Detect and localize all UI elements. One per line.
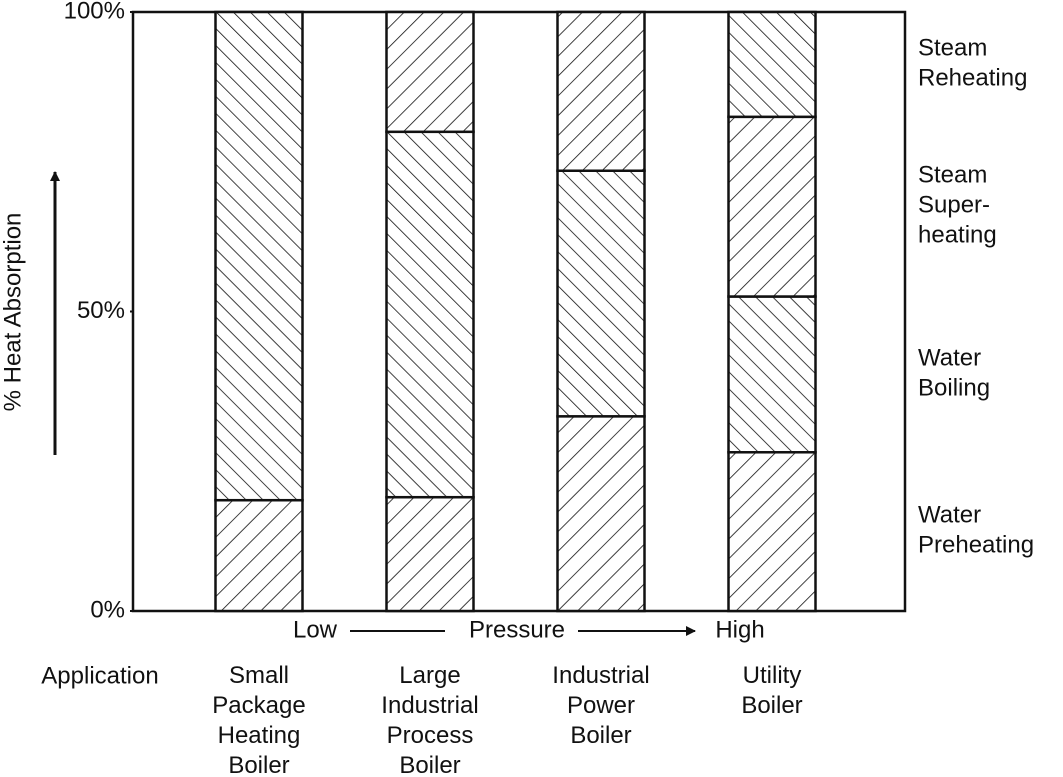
y-tick-label: 50% bbox=[77, 297, 125, 324]
bar-segment bbox=[556, 10, 646, 172]
x-tick-label: Small Package Heating Boiler bbox=[212, 662, 305, 777]
bar-segment bbox=[214, 10, 304, 502]
row-label: Application bbox=[41, 662, 158, 689]
x-tick-label: Utility Boiler bbox=[741, 662, 802, 719]
bar-segment bbox=[385, 495, 475, 613]
y-tick-label: 100% bbox=[64, 0, 125, 24]
bar-segment bbox=[727, 115, 817, 298]
bar-segment bbox=[556, 415, 646, 613]
x-tick-label: Large Industrial Process Boiler bbox=[381, 662, 478, 777]
bar-segment bbox=[385, 130, 475, 499]
legend-label: Steam Super-heating bbox=[918, 162, 997, 249]
legend-label: Water Boiling bbox=[918, 345, 990, 402]
legend-label: Water Preheating bbox=[918, 502, 1034, 559]
bar-segment bbox=[385, 10, 475, 134]
bar-segment bbox=[556, 169, 646, 418]
x-low: Low bbox=[293, 616, 338, 643]
y-axis-label: % Heat Absorption bbox=[0, 213, 26, 412]
bar-segment bbox=[727, 10, 817, 119]
bar-segment bbox=[214, 498, 304, 613]
bar-segment bbox=[727, 451, 817, 613]
x-tick-label: Industrial Power Boiler bbox=[552, 662, 649, 749]
y-tick-label: 0% bbox=[90, 596, 125, 623]
x-axis-label: Pressure bbox=[469, 616, 565, 643]
bar-segment bbox=[727, 295, 817, 454]
x-high: High bbox=[715, 616, 764, 643]
legend-label: Steam Reheating bbox=[918, 35, 1027, 92]
